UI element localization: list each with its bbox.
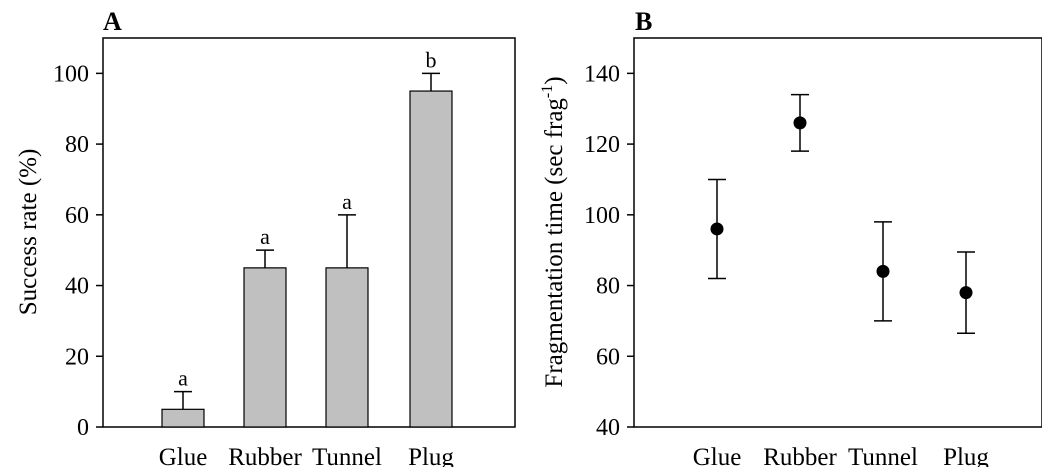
panel-b-y-axis-label-close: ) [541, 76, 568, 84]
panel-b-y-ticks: 40 60 80 100 120 140 [584, 61, 634, 441]
category-label: Plug [943, 444, 989, 467]
significance-label: a [178, 366, 188, 391]
panel-b-y-tick-label: 40 [596, 415, 620, 441]
panel-b-y-tick-label: 120 [584, 132, 620, 158]
bar [409, 90, 453, 428]
panel-a-y-ticks: 0 20 40 60 80 100 [53, 61, 103, 441]
data-point [959, 286, 973, 300]
significance-label: a [260, 224, 270, 249]
panel-b-y-tick-label: 60 [596, 344, 620, 370]
bar [161, 408, 205, 428]
bar [325, 267, 369, 428]
panel-b-y-axis-label-superscript: -1 [539, 85, 556, 98]
panel-a-y-tick-label: 0 [77, 415, 89, 441]
category-label: Rubber [228, 444, 302, 467]
category-label: Glue [159, 444, 208, 467]
panel-a-plot-frame [102, 37, 516, 428]
bar [243, 267, 287, 428]
panel-b-y-axis-label: Fragmentation time (sec frag-1) [539, 76, 568, 387]
panel-a-y-tick-label: 20 [65, 344, 89, 370]
panel-a-category-labels: Glue Rubber Tunnel Plug [159, 444, 455, 467]
category-label: Glue [693, 444, 742, 467]
significance-label: a [342, 189, 352, 214]
panel-a-bars: a a a b [161, 47, 453, 428]
panel-b-y-tick-label: 100 [584, 203, 620, 229]
panel-a-letter: A [103, 7, 122, 36]
panel-b-y-tick-label: 80 [596, 274, 620, 300]
data-point [710, 222, 724, 236]
data-point [793, 116, 807, 130]
panel-b-plot-frame [633, 37, 1042, 428]
panel-a-y-tick-label: 60 [65, 203, 89, 229]
panel-b-letter: B [635, 7, 652, 36]
panel-b-category-labels: Glue Rubber Tunnel Plug [693, 444, 990, 467]
panel-a-y-tick-label: 100 [53, 61, 89, 87]
panel-b-y-axis-label-main: Fragmentation time (sec frag [541, 98, 568, 388]
significance-label: b [426, 47, 437, 72]
category-label: Tunnel [848, 444, 918, 467]
data-point [876, 264, 890, 278]
panel-b-y-tick-label: 140 [584, 61, 620, 87]
category-label: Plug [408, 444, 454, 467]
panel-b: B Fragmentation time (sec frag-1) 40 60 80… [539, 7, 1042, 467]
panel-a-y-tick-label: 80 [65, 132, 89, 158]
panel-a-y-axis-label: Success rate (%) [15, 149, 42, 316]
category-label: Rubber [763, 444, 837, 467]
panel-a: A Success rate (%) 0 20 40 60 80 100 a a a b Glu… [15, 7, 516, 467]
category-label: Tunnel [312, 444, 382, 467]
panel-a-y-tick-label: 40 [65, 274, 89, 300]
panel-b-points [708, 93, 975, 335]
